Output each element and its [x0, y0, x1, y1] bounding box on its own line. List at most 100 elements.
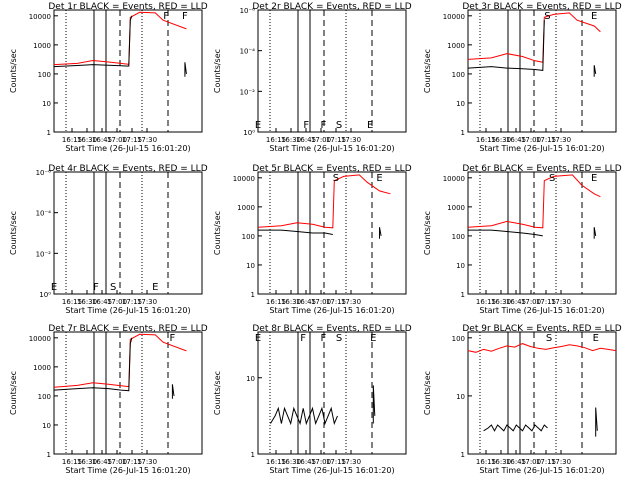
x-tick-label: 17:30	[341, 298, 361, 306]
y-axis-label: Counts/sec	[9, 49, 18, 93]
x-tick-label: 17:30	[137, 298, 157, 306]
x-tick-label: 17:00	[311, 458, 331, 466]
y-tick-label: 10	[246, 262, 255, 270]
x-tick-label: 17:00	[107, 458, 127, 466]
x-tick-label: 17:30	[341, 458, 361, 466]
plot-frame	[257, 171, 407, 295]
y-axis-label: Counts/sec	[423, 49, 432, 93]
events-series-line	[53, 337, 133, 392]
x-tick-label: 17:30	[551, 458, 571, 466]
x-tick-label: 16:45	[296, 298, 316, 306]
event-marker-letter: E	[370, 333, 376, 344]
panel-title: Det 7r BLACK = Events, RED = LLD	[48, 324, 207, 334]
x-tick-label: 16:30	[491, 458, 511, 466]
y-tick-label: 10⁰	[39, 291, 51, 299]
x-tick-label: 16:30	[281, 458, 301, 466]
y-tick-label: 10000	[29, 335, 51, 343]
lld-series-line	[467, 343, 617, 353]
events-series-line	[270, 406, 338, 426]
x-tick-label: 16:30	[281, 298, 301, 306]
event-marker-letter: F	[321, 333, 327, 344]
x-tick-label: 17:15	[536, 136, 556, 144]
lld-series-line	[467, 174, 601, 229]
panel-title: Det 1r BLACK = Events, RED = LLD	[48, 2, 207, 12]
events-series-line	[372, 385, 376, 424]
y-tick-label: 10	[246, 375, 255, 383]
plot-frame	[53, 331, 203, 455]
y-tick-label: 100	[452, 335, 465, 343]
y-tick-label: 1000	[33, 42, 51, 50]
x-axis-label: Start Time (26-Jul-15 16:01:20)	[479, 466, 604, 475]
detector-panel-1: Det 1r BLACK = Events, RED = LLD16:1516:…	[9, 2, 208, 153]
x-tick-label: 16:30	[77, 458, 97, 466]
y-tick-label: 1000	[237, 204, 255, 212]
y-tick-label: 100	[452, 71, 465, 79]
lld-series-line	[257, 174, 391, 229]
panel-title: Det 6r BLACK = Events, RED = LLD	[462, 164, 621, 174]
event-marker-letter: F	[182, 11, 188, 22]
event-marker-letter: F	[303, 120, 309, 131]
x-tick-label: 17:00	[311, 298, 331, 306]
events-series-line	[258, 229, 333, 235]
x-tick-label: 16:15	[476, 458, 496, 466]
x-tick-label: 16:30	[77, 298, 97, 306]
y-tick-label: 10	[42, 100, 51, 108]
event-marker-letter: E	[51, 282, 57, 293]
y-tick-label: 10	[456, 393, 465, 401]
x-tick-label: 17:15	[122, 458, 142, 466]
y-axis-label: Counts/sec	[423, 371, 432, 415]
plot-frame	[467, 171, 617, 295]
x-tick-label: 16:45	[92, 298, 112, 306]
event-marker-letter: E	[591, 11, 597, 22]
y-axis-label: Counts/sec	[213, 49, 222, 93]
x-tick-label: 16:15	[266, 136, 286, 144]
y-axis-label: Counts/sec	[213, 371, 222, 415]
y-tick-label: 10000	[443, 13, 465, 21]
events-series-line	[593, 227, 597, 239]
x-tick-label: 16:30	[77, 136, 97, 144]
x-tick-label: 16:15	[266, 458, 286, 466]
event-marker-letter: E	[152, 282, 158, 293]
event-marker-letter: F	[321, 120, 327, 131]
plot-frame	[257, 9, 407, 133]
y-tick-label: 100	[242, 233, 255, 241]
y-tick-label: 10000	[29, 13, 51, 21]
events-series-line	[483, 424, 548, 432]
x-tick-label: 17:15	[326, 458, 346, 466]
plot-frame	[257, 331, 407, 455]
y-tick-label: 1	[47, 451, 51, 459]
x-tick-label: 17:15	[536, 298, 556, 306]
event-marker-letter: S	[336, 333, 342, 344]
events-series-line	[468, 229, 543, 237]
x-tick-label: 16:45	[92, 458, 112, 466]
x-tick-label: 17:30	[551, 298, 571, 306]
plot-frame	[467, 9, 617, 133]
y-tick-label: 10000	[443, 175, 465, 183]
x-tick-label: 17:15	[122, 298, 142, 306]
x-tick-label: 16:45	[296, 136, 316, 144]
plot-frame	[53, 9, 203, 133]
event-marker-letter: E	[376, 173, 382, 184]
y-tick-label: 10⁻⁶	[36, 169, 52, 177]
x-tick-label: 16:45	[296, 458, 316, 466]
event-marker-letter: F	[170, 333, 176, 344]
event-marker-letter: E	[367, 120, 373, 131]
event-marker-letter: S	[549, 173, 555, 184]
y-tick-label: 1000	[447, 204, 465, 212]
y-tick-label: 10000	[233, 175, 255, 183]
plot-frame	[467, 331, 617, 455]
x-tick-label: 17:15	[122, 136, 142, 144]
x-tick-label: 16:15	[62, 458, 82, 466]
event-marker-letter: E	[255, 120, 261, 131]
y-tick-label: 10⁻⁶	[240, 7, 256, 15]
detector-panel-2: Det 2r BLACK = Events, RED = LLD16:1516:…	[213, 2, 412, 153]
event-marker-letter: S	[110, 282, 116, 293]
detector-panel-6: Det 6r BLACK = Events, RED = LLD16:1516:…	[423, 164, 622, 315]
panel-title: Det 4r BLACK = Events, RED = LLD	[48, 164, 207, 174]
x-axis-label: Start Time (26-Jul-15 16:01:20)	[269, 466, 394, 475]
events-series-line	[593, 65, 597, 77]
x-tick-label: 16:15	[476, 298, 496, 306]
x-tick-label: 17:00	[311, 136, 331, 144]
events-series-line	[467, 20, 545, 71]
